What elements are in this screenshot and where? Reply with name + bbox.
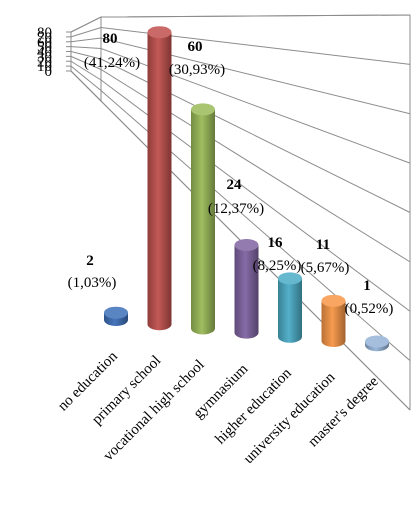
bar-body [147, 32, 172, 331]
data-label-value: 80 [103, 31, 118, 47]
gridline [70, 55, 411, 263]
y-tick-label: 40 [37, 45, 52, 61]
bar-top [191, 103, 215, 116]
data-label-percent: (0,52%) [345, 301, 394, 317]
bar-top [147, 26, 172, 39]
bar-top [104, 306, 128, 319]
bar-body [191, 109, 216, 335]
gridline [70, 37, 411, 115]
data-label-percent: (5,67%) [301, 260, 350, 276]
bar-higher-education [278, 272, 302, 343]
data-label-value: 1 [363, 278, 371, 294]
bar-gymnasium [234, 239, 259, 339]
bar-top [321, 294, 346, 307]
data-label-percent: (8,25%) [253, 258, 302, 274]
y-tick-label: 80 [37, 25, 52, 41]
y-tick-label: 70 [37, 30, 52, 46]
data-label-value: 24 [227, 177, 243, 193]
bar-master-s-degree [365, 335, 389, 352]
y-tick-label: 20 [37, 54, 52, 70]
gridline [70, 60, 411, 312]
gridline [70, 70, 411, 411]
x-category-label: university education [241, 369, 339, 467]
y-tick-label: 50 [37, 40, 52, 56]
bar-primary-school [147, 26, 172, 331]
y-tick-label: 60 [37, 35, 52, 51]
bar-no-education [104, 306, 128, 326]
data-label-percent: (41,24%) [84, 55, 140, 71]
bar-university-education [321, 294, 346, 347]
bar-vocational-high-school [191, 103, 216, 335]
data-label-percent: (1,03%) [68, 275, 117, 291]
data-label-value: 16 [268, 235, 284, 251]
bar-body [321, 300, 346, 347]
gridline [70, 46, 411, 164]
data-label-value: 2 [86, 253, 94, 269]
data-label-value: 60 [188, 39, 203, 55]
gridline [70, 51, 411, 213]
y-tick-label: 10 [37, 59, 52, 75]
bar-top [278, 272, 302, 285]
bar-body [234, 245, 259, 339]
data-label-value: 11 [316, 237, 330, 253]
y-tick-label: 30 [37, 49, 52, 65]
gridline [70, 14, 411, 33]
bar-top [365, 335, 389, 348]
data-label-percent: (30,93%) [169, 62, 225, 78]
data-label-percent: (12,37%) [208, 201, 264, 217]
bar-top [234, 239, 259, 251]
gridline [70, 26, 411, 65]
data-labels: 2 (1,03%) 80 (41,24%) 60 (30,93%) 24 (12,37%) 16… [68, 31, 394, 317]
bars [104, 26, 389, 352]
y-tick-label: 0 [45, 64, 53, 80]
bar-body [278, 278, 302, 343]
gridline [70, 65, 411, 362]
